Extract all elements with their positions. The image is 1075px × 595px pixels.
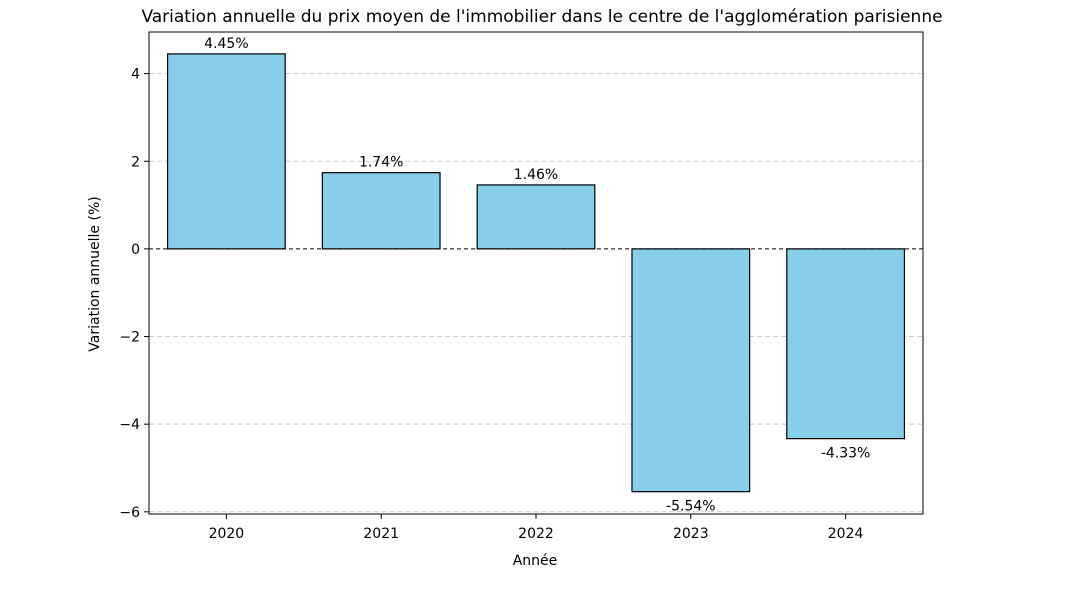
y-axis-label: Variation annuelle (%) — [87, 196, 103, 351]
ticks-layer: −6 −4 −2 0 2 4 2020 2021 2022 2023 2024 — [119, 67, 863, 542]
data-label-2022: 1.46% — [514, 167, 558, 183]
x-tick-label: 2021 — [363, 526, 399, 542]
bar-2021 — [321, 172, 441, 250]
y-tick-label: 4 — [131, 67, 140, 83]
y-tick-label: −2 — [119, 330, 140, 346]
y-tick-label: −4 — [119, 417, 140, 433]
x-tick-label: 2022 — [518, 526, 554, 542]
y-tick-label: 2 — [131, 154, 140, 170]
bars-layer — [166, 53, 906, 493]
x-tick-label: 2020 — [209, 526, 245, 542]
bar-2022 — [476, 184, 596, 250]
x-tick-label: 2023 — [673, 526, 709, 542]
y-tick-label: 0 — [131, 242, 140, 258]
bar-2020 — [166, 53, 286, 250]
y-tick-label: −6 — [119, 505, 140, 521]
bar-2023 — [631, 248, 751, 493]
plot-frame — [148, 31, 924, 515]
data-label-2023: -5.54% — [666, 499, 716, 515]
bar-2024 — [786, 248, 906, 440]
chart-title: Variation annuelle du prix moyen de l'im… — [141, 7, 942, 27]
data-label-2020: 4.45% — [204, 36, 248, 52]
data-label-2021: 1.74% — [359, 155, 403, 171]
data-label-2024: -4.33% — [821, 446, 871, 462]
x-tick-label: 2024 — [828, 526, 864, 542]
x-axis-label: Année — [513, 553, 558, 569]
labels-layer: 4.45% 1.74% 1.46% -5.54% -4.33% — [149, 36, 923, 515]
